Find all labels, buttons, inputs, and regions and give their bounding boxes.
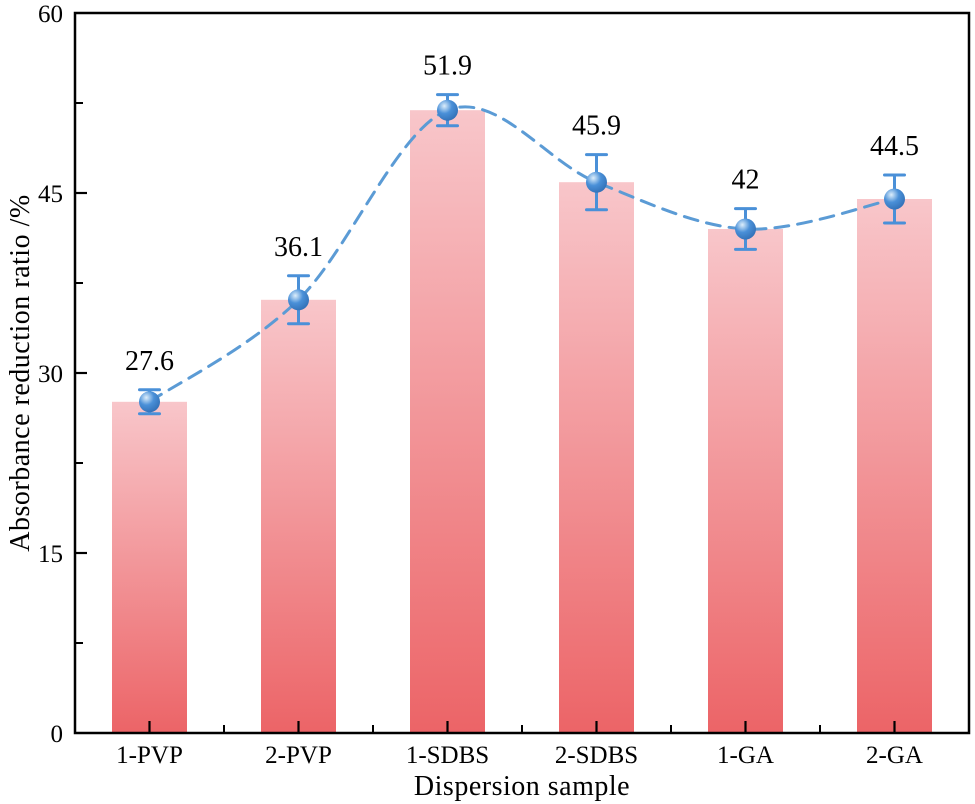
x-category-label: 2-GA: [866, 742, 923, 769]
bar-1-PVP: [112, 401, 187, 733]
y-tick-label: 45: [38, 181, 63, 208]
data-point-marker: [884, 188, 905, 210]
bar-value-label: 45.9: [572, 111, 621, 142]
bar-value-label: 36.1: [274, 232, 323, 263]
y-axis-title: Absorbance reduction ratio /%: [5, 194, 36, 552]
bar-2-GA: [857, 199, 932, 733]
data-point-marker: [139, 391, 160, 413]
y-tick-label: 15: [38, 541, 63, 568]
data-point-marker: [288, 289, 309, 311]
y-tick-label: 60: [38, 1, 63, 28]
axis-frame: [73, 11, 971, 735]
x-category-label: 1-PVP: [116, 742, 183, 769]
x-category-label: 2-SDBS: [555, 742, 638, 769]
bar-2-PVP: [261, 299, 336, 733]
x-category-label: 2-PVP: [265, 742, 332, 769]
y-tick-label: 0: [51, 721, 64, 748]
data-point-marker: [735, 218, 756, 240]
data-point-marker: [586, 171, 607, 193]
bar-value-label: 42: [732, 165, 760, 196]
y-tick-label: 30: [38, 361, 63, 388]
x-category-label: 1-SDBS: [406, 742, 489, 769]
bar-value-label: 44.5: [870, 131, 919, 162]
bar-2-SDBS: [559, 182, 634, 733]
bar-1-GA: [708, 229, 783, 733]
data-point-marker: [437, 99, 458, 121]
bar-value-label: 27.6: [125, 346, 174, 377]
bar-1-SDBS: [410, 110, 485, 733]
x-axis-title: Dispersion sample: [413, 771, 631, 802]
x-category-label: 1-GA: [717, 742, 774, 769]
bar-value-label: 51.9: [423, 51, 472, 82]
